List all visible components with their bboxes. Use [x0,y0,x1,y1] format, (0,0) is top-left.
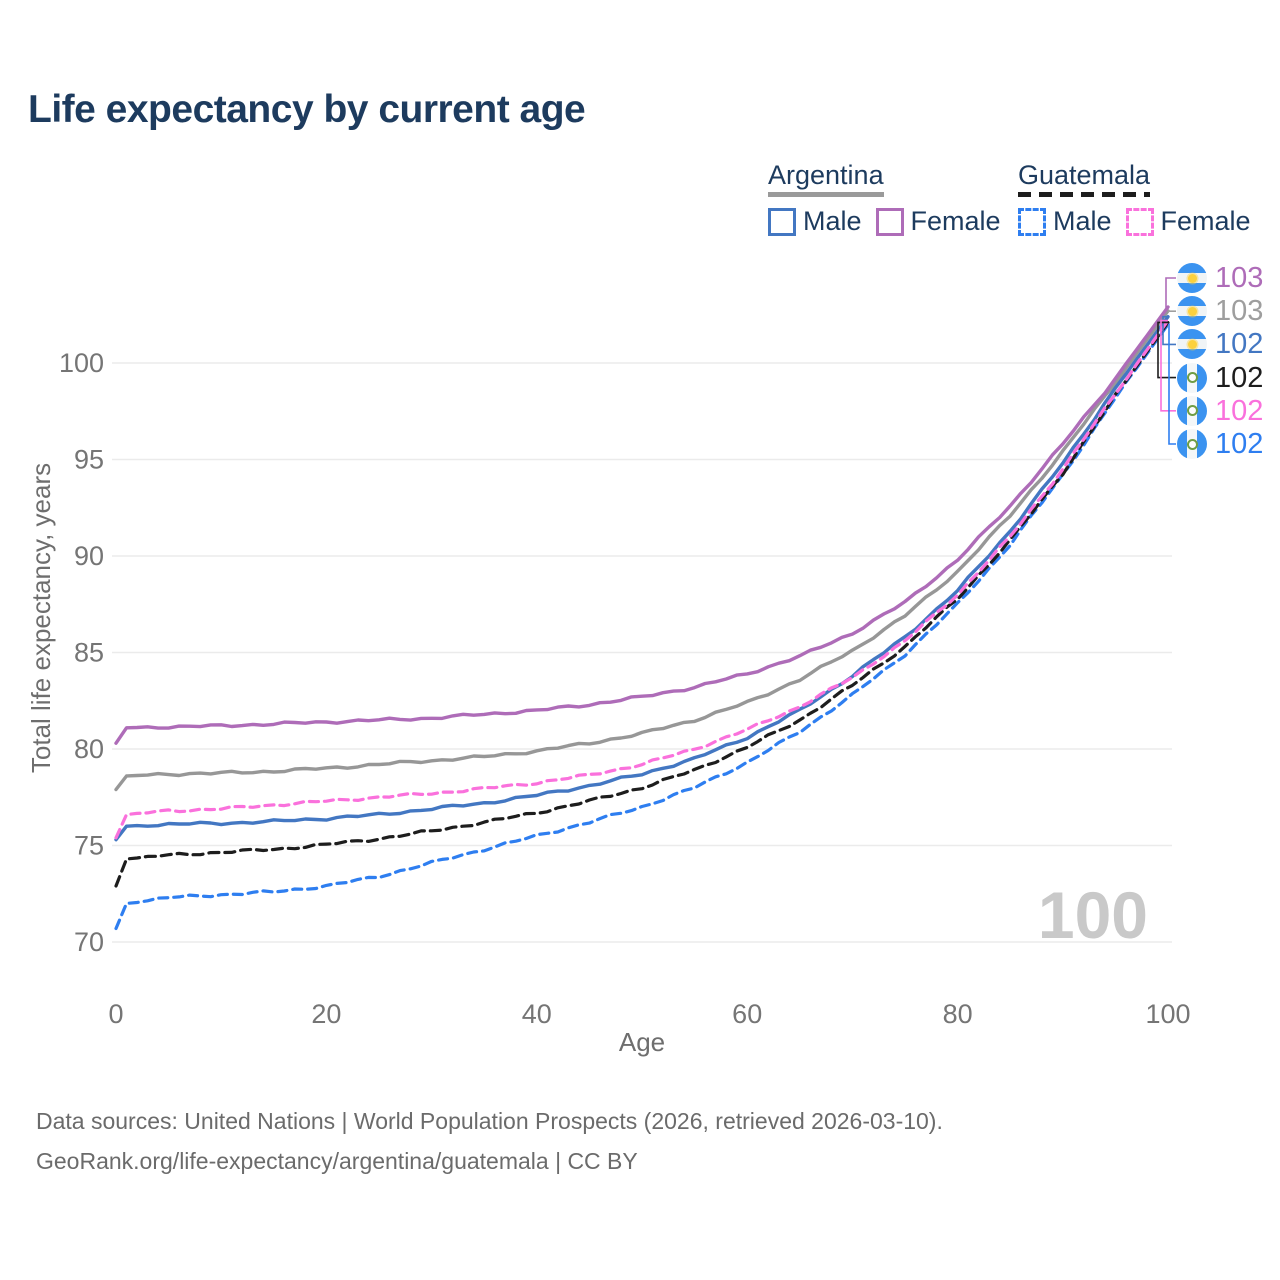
series-line-guatemala-male[interactable] [114,322,1170,931]
page-title: Life expectancy by current age [28,88,586,131]
legend-item-label: Female [1160,206,1251,236]
y-tick-90: 90 [74,541,104,571]
legend-country-guatemala: Guatemala [1018,160,1151,197]
argentina-flag-icon [1177,329,1207,360]
guatemala-male-swatch-icon [1018,207,1046,236]
series-line-argentina-male[interactable] [114,315,1170,842]
endpoint-row-guatemala-female: 102 [1177,394,1264,427]
legend-item-guatemala-male[interactable]: Male [1018,206,1112,237]
guatemala-female-swatch-icon [1125,207,1154,236]
y-tick-95: 95 [74,445,104,475]
series-lines [114,305,1170,931]
legend-group-guatemala: Guatemala Male Female [1018,160,1251,237]
legend-item-label: Female [910,206,1001,236]
y-tick-100: 100 [59,348,104,378]
legend-item-argentina-female[interactable]: Female [875,206,1001,237]
legend-item-label: Male [803,206,862,236]
endpoint-row-guatemala-total: 102 [1177,361,1264,394]
x-tick-80: 80 [943,999,973,1029]
y-tick-80: 80 [74,734,104,764]
guatemala-flag-icon [1177,429,1207,459]
endpoint-value-argentina-female: 103 [1215,262,1264,294]
series-line-guatemala-total[interactable] [114,320,1170,888]
series-line-argentina-female[interactable] [114,305,1170,745]
endpoint-connectors [1157,277,1176,445]
endpoint-value-argentina-total: 103 [1215,295,1264,328]
legend-row-guatemala: Male Female [1018,206,1251,237]
legend-item-argentina-male[interactable]: Male [768,206,862,237]
argentina-flag-icon [1177,263,1207,293]
endpoint-connector-argentina-female [1165,277,1176,308]
y-axis-title: Total life expectancy, years [26,463,56,773]
x-tick-20: 20 [311,999,341,1029]
endpoint-connector-guatemala-male [1168,323,1176,445]
y-tick-75: 75 [74,831,104,861]
endpoint-connector-guatemala-total [1157,321,1176,379]
endpoint-value-guatemala-total: 102 [1215,361,1264,394]
endpoint-value-guatemala-female: 102 [1215,394,1264,427]
guatemala-flag-icon [1177,362,1207,393]
gridlines [112,362,1172,943]
legend-group-argentina: Argentina Male Female [768,160,1001,237]
y-tick-85: 85 [74,638,104,668]
attribution-text: GeoRank.org/life-expectancy/argentina/gu… [36,1148,638,1174]
guatemala-flag-icon [1177,395,1207,426]
endpoint-row-guatemala-male: 102 [1177,429,1263,459]
series-line-guatemala-female[interactable] [114,318,1170,840]
x-tick-60: 60 [732,999,762,1029]
legend-item-label: Male [1053,206,1112,236]
data-sources-text: Data sources: United Nations | World Pop… [36,1108,943,1134]
argentina-male-swatch-icon [768,207,796,236]
x-axis-title: Age [619,1027,665,1057]
endpoint-value-guatemala-male: 102 [1215,428,1264,460]
endpoint-row-argentina-female: 103 [1177,263,1263,293]
x-tick-0: 0 [108,999,123,1029]
legend-item-guatemala-female[interactable]: Female [1125,206,1251,237]
series-line-argentina-total[interactable] [114,309,1170,792]
argentina-flag-icon [1177,296,1207,327]
y-tick-70: 70 [74,927,104,957]
watermark: 100 [1038,878,1148,952]
argentina-female-swatch-icon [875,207,904,236]
legend-country-argentina: Argentina [768,160,884,197]
x-tick-40: 40 [522,999,552,1029]
endpoint-row-argentina-male: 102 [1177,328,1264,361]
x-tick-100: 100 [1145,999,1190,1029]
legend-row-argentina: Male Female [768,206,1001,237]
axis-ticks: 70 75 80 85 90 95 100 0 20 40 60 80 100 [59,348,1191,1029]
endpoint-row-argentina-total: 103 [1177,295,1264,328]
endpoint-value-argentina-male: 102 [1215,328,1264,361]
